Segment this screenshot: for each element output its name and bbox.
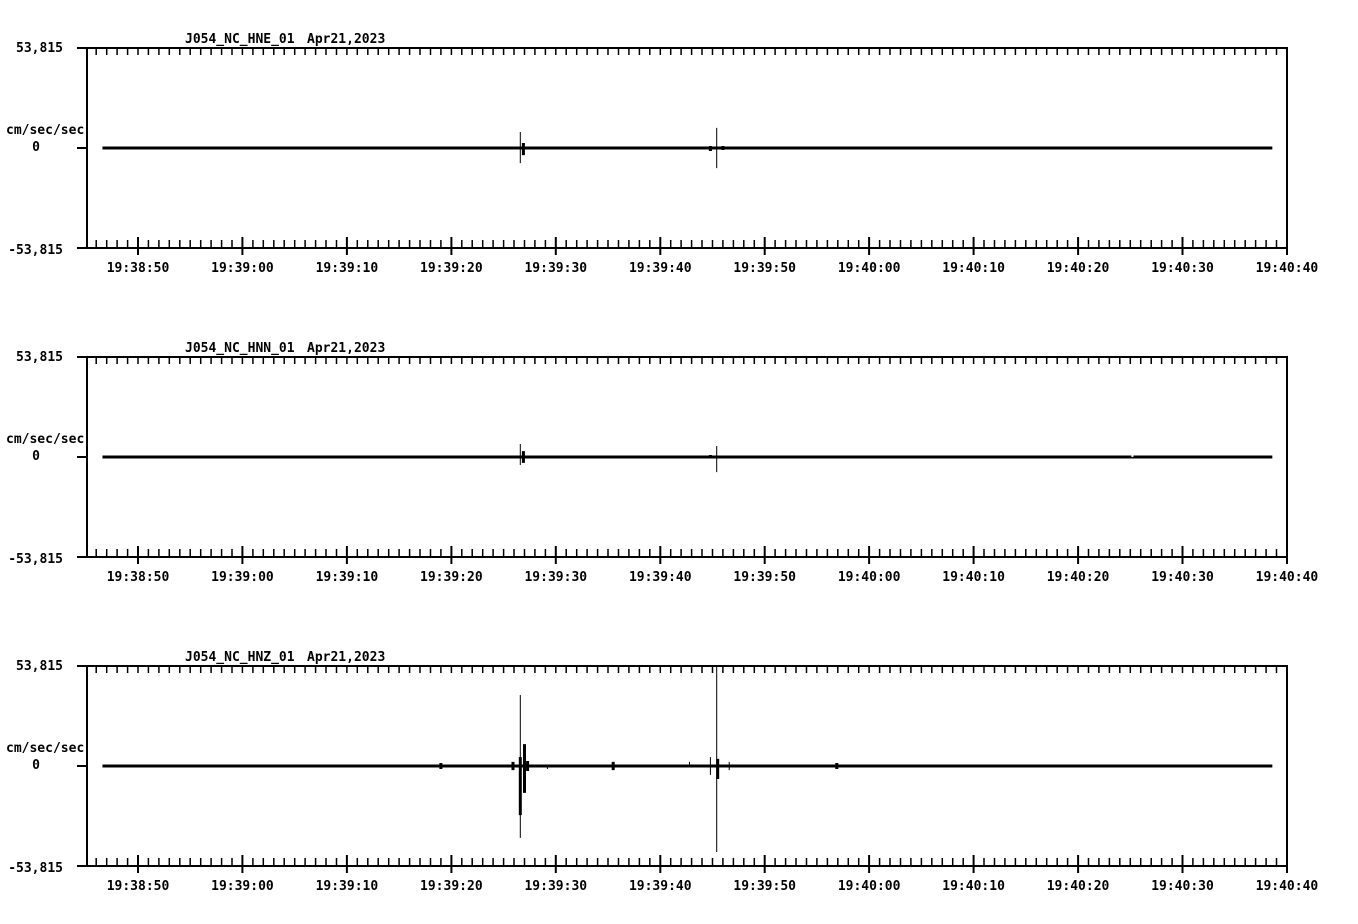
x-minor-ticks: [95, 240, 1278, 248]
x-tick-label: 19:39:30: [524, 570, 588, 585]
x-tick-label: 19:40:20: [1046, 879, 1110, 894]
x-tick-label: 19:39:00: [211, 570, 274, 585]
x-tick-label: 19:40:00: [837, 879, 901, 894]
top-minor-ticks: [95, 357, 1278, 364]
x-tick-label: 19:39:00: [211, 879, 274, 894]
trace-gap-dot: [1131, 455, 1134, 457]
x-axis-tick-labels: 19:38:50 19:39:00 19:39:10 19:39:20 19:39:30…: [0, 32, 1358, 332]
top-minor-ticks: [95, 666, 1278, 673]
x-tick-label: 19:40:00: [837, 261, 901, 276]
x-tick-label: 19:39:40: [628, 570, 692, 585]
x-tick-label: 19:38:50: [106, 570, 170, 585]
x-tick-label: 19:40:10: [942, 879, 1005, 894]
x-tick-label: 19:39:40: [628, 261, 692, 276]
y-axis-max-label: 53,815: [16, 41, 63, 56]
x-tick-label: 19:39:20: [420, 879, 483, 894]
x-tick-label: 19:39:30: [524, 879, 588, 894]
x-tick-label: 19:40:30: [1151, 570, 1214, 585]
x-tick-label: 19:40:30: [1151, 261, 1214, 276]
x-tick-label: 19:40:00: [837, 570, 901, 585]
x-tick-label: 19:38:50: [106, 879, 170, 894]
x-minor-ticks: [95, 858, 1278, 866]
y-label-ticks: [77, 47, 88, 249]
x-tick-label: 19:39:10: [315, 261, 379, 276]
y-axis-max-label: 53,815: [16, 350, 63, 365]
trace-spikes-thick: [439, 744, 839, 816]
x-major-ticks: [137, 546, 1288, 564]
x-tick-label: 19:40:40: [1255, 261, 1319, 276]
x-tick-label: 19:39:20: [420, 261, 483, 276]
seismogram-panel-hne: J054_NC_HNE_01 Apr21,2023 53,815 cm/sec/…: [0, 32, 1358, 332]
x-tick-label: 19:39:10: [315, 879, 379, 894]
x-major-ticks: [137, 855, 1288, 873]
x-tick-label: 19:40:30: [1151, 879, 1214, 894]
y-axis-min-label: -53,815: [8, 861, 63, 876]
y-axis-units-label: cm/sec/sec: [6, 741, 85, 756]
trace-spikes-thick: [521, 451, 712, 463]
x-tick-label: 19:40:40: [1255, 570, 1319, 585]
trace-spikes-thick: [515, 143, 725, 156]
x-tick-label: 19:39:50: [733, 879, 796, 894]
y-axis-zero-label: 0: [32, 140, 40, 155]
panel-station-title: J054_NC_HNE_01: [185, 32, 295, 47]
x-axis-tick-labels: 19:38:50 19:39:00 19:39:10 19:39:20 19:39:30…: [0, 341, 1358, 641]
y-axis-min-label: -53,815: [8, 552, 63, 567]
y-axis-units-label: cm/sec/sec: [6, 123, 85, 138]
x-tick-label: 19:39:30: [524, 261, 588, 276]
trace-spikes-thin: [519, 127, 718, 169]
y-axis-units-label: cm/sec/sec: [6, 432, 85, 447]
y-axis-zero-label: 0: [32, 449, 40, 464]
x-tick-label: 19:40:20: [1046, 570, 1110, 585]
y-axis-min-label: -53,815: [8, 243, 63, 258]
x-tick-label: 19:39:00: [211, 261, 274, 276]
x-tick-label: 19:39:50: [733, 261, 796, 276]
seismogram-panel-hnn: J054_NC_HNN_01 Apr21,2023 53,815 cm/sec/…: [0, 341, 1358, 641]
y-axis-zero-label: 0: [32, 758, 40, 773]
x-tick-label: 19:39:50: [733, 570, 796, 585]
x-tick-label: 19:38:50: [106, 261, 170, 276]
panel-date-label: Apr21,2023: [307, 341, 386, 356]
x-tick-label: 19:39:10: [315, 570, 379, 585]
x-major-ticks: [137, 237, 1288, 255]
x-tick-label: 19:40:10: [942, 261, 1005, 276]
x-tick-label: 19:40:20: [1046, 261, 1110, 276]
x-tick-label: 19:39:20: [420, 570, 483, 585]
seismogram-panel-hnz: J054_NC_HNZ_01 Apr21,2023 53,815 cm/sec/…: [0, 650, 1358, 924]
x-minor-ticks: [95, 549, 1278, 557]
y-label-ticks: [77, 356, 88, 558]
x-tick-label: 19:39:40: [628, 879, 692, 894]
trace-spikes-thin: [519, 444, 718, 473]
panel-station-title: J054_NC_HNN_01: [185, 341, 295, 356]
x-axis-tick-labels: 19:38:50 19:39:00 19:39:10 19:39:20 19:39:30…: [0, 650, 1358, 924]
panel-date-label: Apr21,2023: [307, 650, 386, 665]
x-tick-label: 19:40:10: [942, 570, 1005, 585]
y-label-ticks: [77, 665, 88, 867]
panel-station-title: J054_NC_HNZ_01: [185, 650, 295, 665]
top-minor-ticks: [95, 48, 1278, 55]
panel-date-label: Apr21,2023: [307, 32, 386, 47]
y-axis-max-label: 53,815: [16, 659, 63, 674]
x-tick-label: 19:40:40: [1255, 879, 1319, 894]
